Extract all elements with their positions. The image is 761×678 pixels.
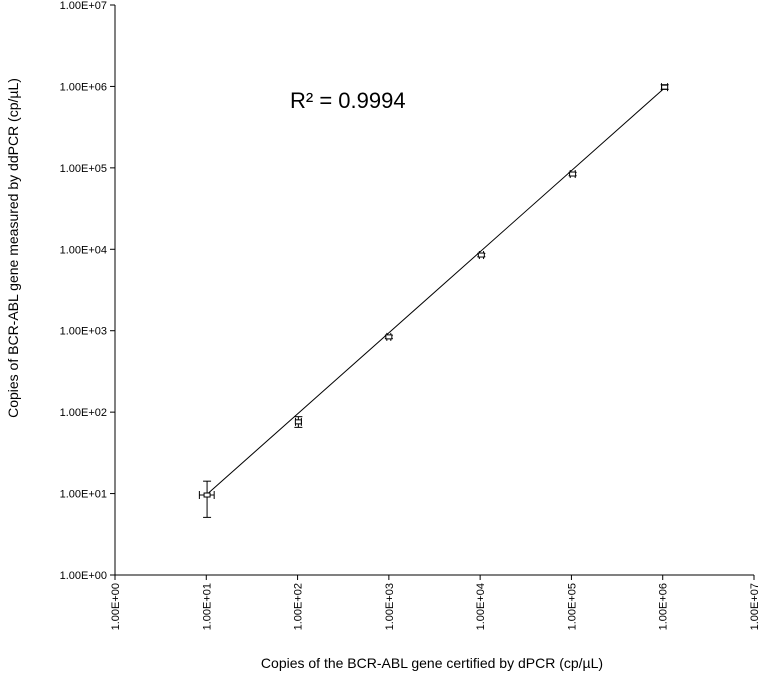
y-axis-ticks: 1.00E+00 1.00E+01 1.00E+02 1.00E+03 1.00E+04…: [60, 0, 115, 582]
data-points: [198, 83, 669, 518]
x-tick-label: 1.00E+07: [749, 583, 761, 630]
y-tick-label: 1.00E+06: [60, 81, 107, 93]
data-point: [569, 171, 577, 177]
y-tick-label: 1.00E+03: [60, 326, 107, 338]
x-tick-label: 1.00E+02: [293, 583, 305, 630]
y-tick-label: 1.00E+02: [60, 407, 107, 419]
x-tick-label: 1.00E+06: [658, 583, 670, 630]
y-tick-label: 1.00E+01: [60, 489, 107, 501]
y-tick-label: 1.00E+07: [60, 0, 107, 12]
data-point: [385, 334, 393, 340]
x-axis-title: Copies of the BCR-ABL gene certified by …: [261, 655, 603, 671]
y-tick-label: 1.00E+05: [60, 163, 107, 175]
r-squared-annotation: R² = 0.9994: [290, 88, 406, 113]
x-axis-ticks: 1.00E+00 1.00E+01 1.00E+02 1.00E+03 1.00E+04…: [110, 575, 761, 630]
y-tick-label: 1.00E+04: [60, 244, 107, 256]
data-point: [294, 419, 302, 425]
x-tick-label: 1.00E+00: [110, 583, 122, 630]
data-point: [477, 252, 485, 258]
data-point: [203, 492, 211, 498]
x-tick-label: 1.00E+04: [475, 583, 487, 630]
y-tick-label: 1.00E+00: [60, 570, 107, 582]
x-tick-label: 1.00E+01: [201, 583, 213, 630]
x-tick-label: 1.00E+05: [566, 583, 578, 630]
data-point: [661, 84, 669, 90]
trendline: [206, 87, 665, 495]
x-tick-label: 1.00E+03: [384, 583, 396, 630]
y-axis-title: Copies of BCR-ABL gene measured by ddPCR…: [5, 78, 21, 418]
